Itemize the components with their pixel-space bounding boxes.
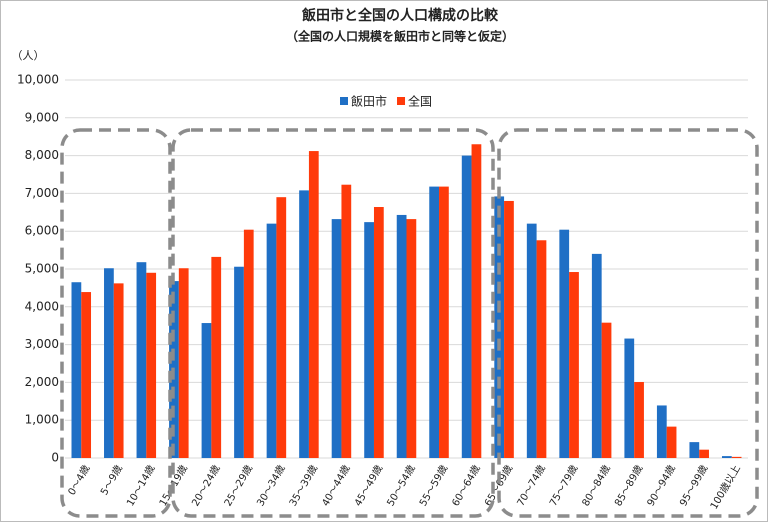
bar: [439, 186, 449, 458]
bar: [331, 219, 342, 458]
legend-swatch: [340, 97, 348, 105]
bar: [624, 338, 635, 458]
bar: [276, 197, 287, 458]
y-tick-label: 5,000: [25, 262, 59, 276]
chart-subtitle: （全国の人口規模を飯田市と同等と仮定）: [286, 29, 514, 44]
bar: [104, 268, 114, 458]
bar: [266, 223, 277, 458]
bar: [504, 200, 514, 458]
group-box: [171, 128, 495, 518]
bar: [234, 266, 244, 458]
y-tick-label: 8,000: [25, 148, 59, 162]
bar: [341, 184, 352, 458]
legend-label: 飯田市: [351, 94, 387, 109]
bar: [634, 382, 644, 458]
chart-title: 飯田市と全国の人口構成の比較: [301, 7, 499, 24]
y-axis-label: （人）: [12, 49, 45, 62]
bar: [461, 155, 472, 458]
bar: [136, 262, 147, 458]
group-box: [497, 128, 759, 518]
bar: [666, 426, 677, 458]
bar: [569, 272, 579, 458]
bar: [396, 214, 407, 458]
bar: [731, 456, 742, 458]
bar: [536, 240, 547, 458]
bar: [471, 144, 482, 458]
bar: [526, 223, 537, 458]
bar: [178, 268, 189, 458]
bar: [308, 151, 319, 458]
bar: [243, 229, 254, 458]
y-tick-label: 7,000: [25, 186, 59, 200]
y-tick-label: 9,000: [25, 110, 59, 124]
bar: [211, 256, 222, 458]
bar: [559, 229, 570, 458]
bar: [81, 292, 92, 458]
bar: [373, 207, 384, 458]
y-tick-label: 6,000: [25, 224, 59, 238]
bar: [721, 456, 732, 458]
bar: [364, 222, 374, 458]
legend-swatch: [397, 97, 406, 105]
y-tick-label: 1,000: [25, 413, 59, 427]
bar: [656, 405, 667, 458]
bar: [201, 323, 212, 458]
legend-label: 全国: [408, 94, 432, 109]
bar: [429, 186, 440, 458]
bar: [689, 442, 700, 458]
y-tick-label: 2,000: [25, 375, 59, 389]
bar: [146, 272, 157, 458]
bar: [699, 449, 709, 458]
y-tick-label: 4,000: [25, 299, 59, 313]
bar: [113, 283, 124, 458]
y-tick-label: 3,000: [25, 337, 59, 351]
y-tick-label: 0: [51, 451, 59, 465]
bar: [299, 190, 309, 458]
bar: [71, 282, 82, 458]
bar: [601, 322, 612, 458]
y-tick-label: 10,000: [17, 73, 59, 87]
bar: [591, 253, 602, 458]
group-box: [60, 128, 172, 518]
bar: [406, 219, 417, 458]
